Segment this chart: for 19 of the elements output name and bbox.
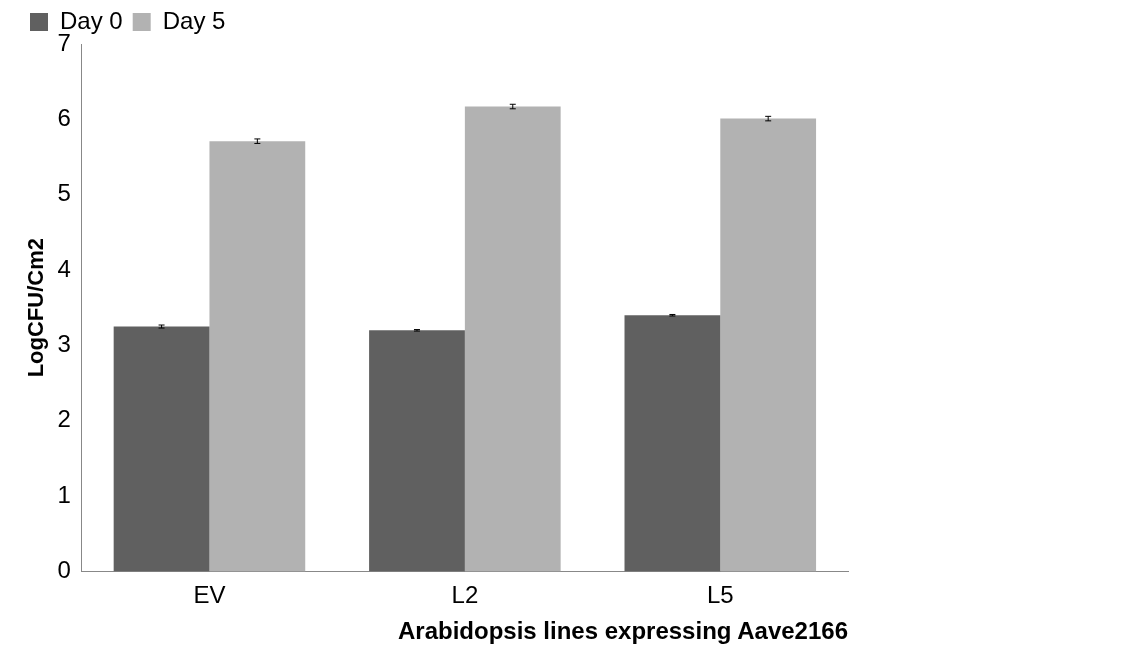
x-axis-title: Arabidopsis lines expressing Aave2166: [398, 617, 848, 645]
legend-label: Day 5: [162, 6, 226, 34]
y-axis-title: LogCFU/Cm2: [23, 238, 49, 378]
x-tick-label: L5: [706, 581, 734, 609]
y-tick-label: 2: [57, 405, 71, 433]
y-tick-label: 1: [57, 480, 71, 508]
y-tick-label: 0: [57, 556, 71, 584]
bar: [720, 118, 817, 572]
bar: [464, 106, 561, 572]
y-tick-label: 3: [57, 330, 71, 357]
bar: [369, 330, 465, 572]
y-tick-label: 6: [57, 103, 71, 131]
x-tick-label: EV: [193, 581, 226, 609]
bar: [209, 141, 306, 572]
bar: [113, 326, 210, 572]
y-tick-label: 5: [57, 179, 71, 207]
y-tick-label: 4: [57, 254, 71, 282]
x-tick-label: L2: [451, 581, 479, 609]
bar: [624, 315, 721, 572]
